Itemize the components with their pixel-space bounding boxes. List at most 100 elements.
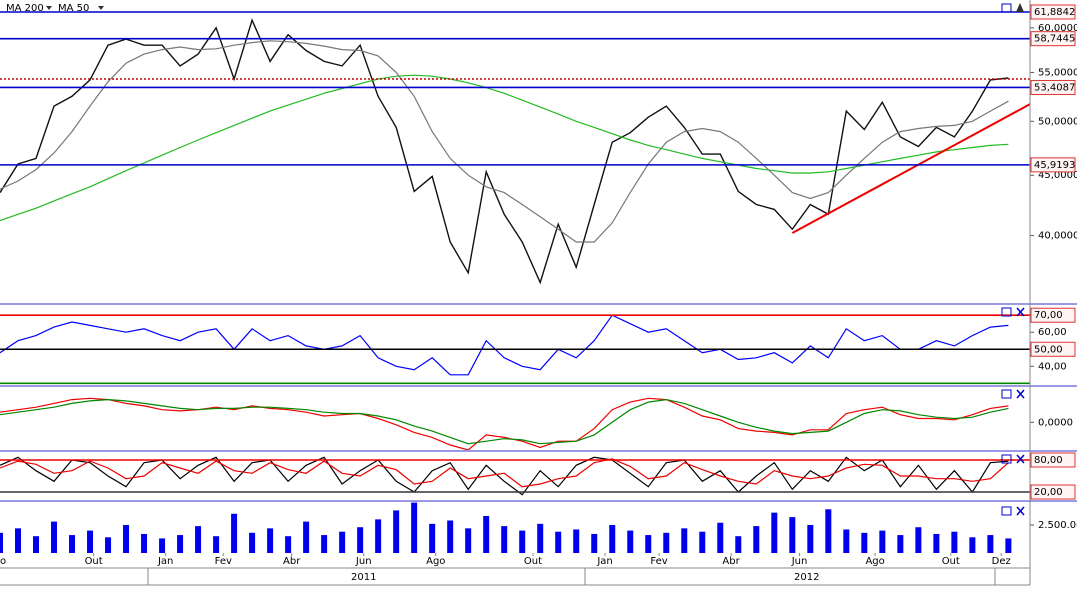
volume-bar <box>969 537 976 553</box>
y-tick-label: 55,0000 <box>1038 67 1077 78</box>
volume-bar <box>87 530 94 553</box>
panel <box>0 314 1009 376</box>
volume-bar <box>825 509 832 553</box>
y-tick-label: 60,00 <box>1038 327 1067 338</box>
x-tick-label: Out <box>85 556 103 567</box>
volume-bar <box>141 533 148 553</box>
x-tick-label: Ago <box>426 556 445 567</box>
volume-bar <box>267 528 274 553</box>
volume-bar <box>627 530 634 553</box>
level-label: 45,9193 <box>1034 160 1075 171</box>
volume-bar <box>411 502 418 553</box>
maximize-icon[interactable] <box>1001 454 1012 464</box>
year-label: 2012 <box>794 572 819 583</box>
volume-bar <box>897 535 904 553</box>
level-label-box <box>1030 157 1076 173</box>
level-label: 80,00 <box>1034 455 1063 466</box>
volume-bar <box>861 532 868 553</box>
x-tick-label: Ago <box>865 556 884 567</box>
volume-bar <box>249 532 256 553</box>
legend-entry: MA 50 <box>58 3 89 14</box>
legend-entry: MA 200 <box>6 3 44 14</box>
volume-bar <box>789 517 796 553</box>
volume-bar <box>753 526 760 553</box>
y-tick-label: 45,0000 <box>1038 170 1077 181</box>
volume-bar <box>951 531 958 553</box>
maximize-icon[interactable] <box>1001 506 1012 516</box>
series-line <box>0 458 1009 488</box>
panel <box>0 456 1009 496</box>
scroll-icon[interactable] <box>1016 3 1024 12</box>
volume-bar <box>645 535 652 553</box>
y-tick-label: 50,0000 <box>1038 116 1077 127</box>
maximize-icon[interactable] <box>1001 3 1012 13</box>
volume-bar <box>285 536 292 553</box>
trendline <box>791 103 1030 234</box>
volume-bar <box>231 513 238 553</box>
y-tick-label: 40,00 <box>1038 361 1067 372</box>
x-tick-label: Jan <box>596 556 612 567</box>
x-tick-label: Fev <box>215 556 232 567</box>
legend-dropdown <box>46 6 52 10</box>
volume-bar <box>933 533 940 553</box>
volume-bar <box>195 526 202 553</box>
year-label: 2011 <box>351 572 376 583</box>
volume-bar <box>51 521 58 553</box>
close-icon[interactable] <box>1016 454 1025 464</box>
volume-bar <box>537 523 544 553</box>
volume-bar <box>609 524 616 553</box>
maximize-icon[interactable] <box>1001 389 1012 399</box>
series-line <box>0 398 1009 445</box>
volume-bar <box>699 531 706 553</box>
volume-bar <box>1005 538 1012 553</box>
volume-bar <box>375 519 382 553</box>
panel <box>0 397 1009 450</box>
y-tick-label: 2.500.000 <box>1038 520 1077 531</box>
volume-bar <box>573 529 580 553</box>
y-tick-label: 0,0000 <box>1038 417 1073 428</box>
volume-bar <box>105 537 112 553</box>
x-tick-label: Abr <box>722 556 740 567</box>
series-line <box>0 74 1009 222</box>
volume-bar <box>519 530 526 553</box>
volume-bar <box>807 524 814 553</box>
volume-bar <box>177 535 184 553</box>
volume-bar <box>915 527 922 553</box>
volume-bar <box>69 535 76 553</box>
volume-bar <box>123 524 130 553</box>
series-line <box>0 456 1009 496</box>
level-label-box <box>1030 452 1076 468</box>
volume-bar <box>303 521 310 553</box>
volume-bar <box>159 538 166 553</box>
legend-dropdown <box>98 6 104 10</box>
volume-bar <box>987 535 994 553</box>
x-tick-label: Out <box>942 556 960 567</box>
volume-bar <box>717 522 724 553</box>
close-icon[interactable] <box>1016 506 1025 516</box>
volume-bar <box>213 536 220 553</box>
series-line <box>0 18 1009 285</box>
level-label-box <box>1030 484 1076 500</box>
panel <box>0 18 1030 285</box>
x-tick-label: Jan <box>157 556 173 567</box>
level-label-box <box>1030 341 1076 357</box>
x-tick-label: Out <box>524 556 542 567</box>
volume-bar <box>501 526 508 553</box>
x-tick-label: Ago <box>0 556 6 567</box>
level-label: 58,7445 <box>1034 34 1075 45</box>
level-label: 50,00 <box>1034 344 1063 355</box>
y-tick-label: 60,0000 <box>1038 23 1077 34</box>
close-icon[interactable] <box>1016 307 1025 317</box>
volume-bar <box>447 520 454 553</box>
volume-bar <box>357 527 364 553</box>
volume-bar <box>0 532 3 553</box>
close-icon[interactable] <box>1016 389 1025 399</box>
maximize-icon[interactable] <box>1001 307 1012 317</box>
panel <box>0 502 1012 553</box>
level-label: 70,00 <box>1034 310 1063 321</box>
level-label-box <box>1030 31 1076 47</box>
volume-bar <box>843 529 850 553</box>
volume-bar <box>321 535 328 553</box>
